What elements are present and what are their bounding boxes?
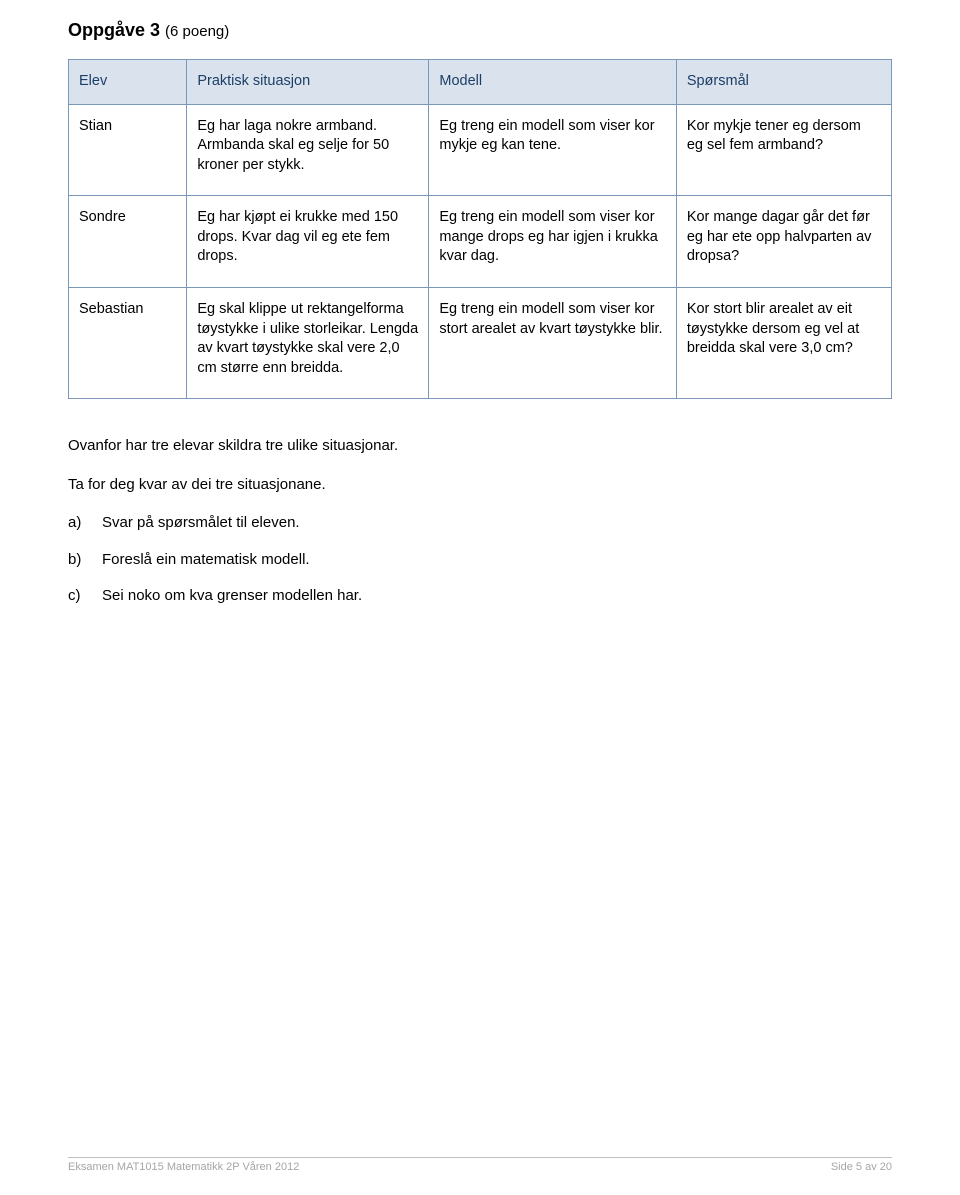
cell-sporsmal: Kor mykje tener eg dersom eg sel fem arm…	[676, 104, 891, 196]
col-situasjon: Praktisk situasjon	[187, 60, 429, 105]
task-title: Oppgåve 3 (6 poeng)	[68, 20, 892, 41]
cell-modell: Eg treng ein modell som viser kor mykje …	[429, 104, 676, 196]
list-marker: a)	[68, 512, 102, 535]
task-points: (6 poeng)	[165, 23, 229, 40]
cell-modell: Eg treng ein modell som viser kor stort …	[429, 287, 676, 398]
footer-right: Side 5 av 20	[831, 1161, 892, 1173]
col-modell: Modell	[429, 60, 676, 105]
cell-elev: Stian	[69, 104, 187, 196]
table-header-row: Elev Praktisk situasjon Modell Spørsmål	[69, 60, 892, 105]
cell-sporsmal: Kor stort blir arealet av eit tøystykke …	[676, 287, 891, 398]
cell-elev: Sebastian	[69, 287, 187, 398]
list-marker: b)	[68, 549, 102, 572]
paragraph: Ta for deg kvar av dei tre situasjonane.	[68, 474, 892, 497]
cell-elev: Sondre	[69, 196, 187, 288]
col-elev: Elev	[69, 60, 187, 105]
table-row: Sondre Eg har kjøpt ei krukke med 150 dr…	[69, 196, 892, 288]
cell-sporsmal: Kor mange dagar går det før eg har ete o…	[676, 196, 891, 288]
body-text: Ovanfor har tre elevar skildra tre ulike…	[68, 435, 892, 608]
page-footer: Eksamen MAT1015 Matematikk 2P Våren 2012…	[68, 1157, 892, 1173]
subtask-list: a) Svar på spørsmålet til eleven. b) For…	[68, 512, 892, 608]
paragraph: Ovanfor har tre elevar skildra tre ulike…	[68, 435, 892, 458]
list-item: a) Svar på spørsmålet til eleven.	[68, 512, 892, 535]
col-sporsmal: Spørsmål	[676, 60, 891, 105]
list-text: Foreslå ein matematisk modell.	[102, 549, 310, 572]
table-row: Stian Eg har laga nokre armband. Armband…	[69, 104, 892, 196]
list-text: Sei noko om kva grenser modellen har.	[102, 585, 362, 608]
cell-situasjon: Eg skal klippe ut rektangelforma tøystyk…	[187, 287, 429, 398]
cell-situasjon: Eg har laga nokre armband. Armbanda skal…	[187, 104, 429, 196]
table-row: Sebastian Eg skal klippe ut rektangelfor…	[69, 287, 892, 398]
cell-modell: Eg treng ein modell som viser kor mange …	[429, 196, 676, 288]
footer-left: Eksamen MAT1015 Matematikk 2P Våren 2012	[68, 1161, 299, 1173]
list-item: b) Foreslå ein matematisk modell.	[68, 549, 892, 572]
list-marker: c)	[68, 585, 102, 608]
cell-situasjon: Eg har kjøpt ei krukke med 150 drops. Kv…	[187, 196, 429, 288]
list-item: c) Sei noko om kva grenser modellen har.	[68, 585, 892, 608]
list-text: Svar på spørsmålet til eleven.	[102, 512, 300, 535]
situations-table: Elev Praktisk situasjon Modell Spørsmål …	[68, 59, 892, 399]
task-title-prefix: Oppgåve 3	[68, 20, 160, 40]
